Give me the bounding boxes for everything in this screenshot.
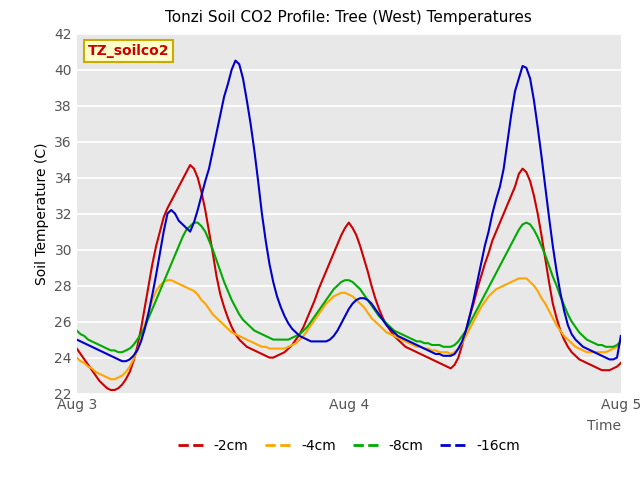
-2cm	[587, 362, 595, 368]
-4cm	[73, 355, 81, 360]
-8cm	[508, 241, 515, 247]
-8cm	[394, 330, 402, 336]
-2cm	[99, 382, 107, 387]
-4cm	[504, 281, 511, 287]
-16cm	[232, 58, 239, 63]
-8cm	[492, 270, 500, 276]
-16cm	[587, 348, 595, 353]
Text: Time: Time	[587, 419, 621, 433]
-4cm	[99, 373, 107, 379]
-8cm	[190, 220, 198, 226]
-2cm	[617, 360, 625, 366]
-16cm	[77, 338, 84, 344]
-16cm	[617, 333, 625, 339]
-2cm	[107, 387, 115, 393]
-8cm	[99, 344, 107, 349]
-8cm	[115, 349, 122, 355]
Title: Tonzi Soil CO2 Profile: Tree (West) Temperatures: Tonzi Soil CO2 Profile: Tree (West) Temp…	[165, 11, 532, 25]
-4cm	[77, 358, 84, 364]
-4cm	[488, 290, 496, 296]
-4cm	[587, 349, 595, 355]
Y-axis label: Soil Temperature (C): Soil Temperature (C)	[35, 143, 49, 285]
-2cm	[394, 337, 402, 343]
-2cm	[186, 162, 194, 168]
-4cm	[390, 333, 398, 339]
-2cm	[77, 351, 84, 357]
-4cm	[617, 340, 625, 346]
Line: -4cm: -4cm	[77, 278, 621, 379]
-16cm	[118, 358, 126, 364]
-16cm	[492, 196, 500, 202]
Legend: -2cm, -4cm, -8cm, -16cm: -2cm, -4cm, -8cm, -16cm	[172, 433, 525, 459]
-16cm	[394, 333, 402, 339]
-4cm	[515, 276, 523, 281]
-16cm	[99, 349, 107, 355]
-2cm	[508, 193, 515, 199]
-16cm	[508, 112, 515, 118]
-8cm	[617, 338, 625, 344]
Line: -2cm: -2cm	[77, 165, 621, 390]
-8cm	[77, 331, 84, 337]
-4cm	[107, 376, 115, 382]
-8cm	[587, 338, 595, 344]
Text: TZ_soilco2: TZ_soilco2	[88, 44, 169, 58]
-2cm	[492, 229, 500, 235]
Line: -16cm: -16cm	[77, 60, 621, 361]
-16cm	[73, 337, 81, 343]
Line: -8cm: -8cm	[77, 223, 621, 352]
-2cm	[73, 346, 81, 351]
-8cm	[73, 328, 81, 334]
